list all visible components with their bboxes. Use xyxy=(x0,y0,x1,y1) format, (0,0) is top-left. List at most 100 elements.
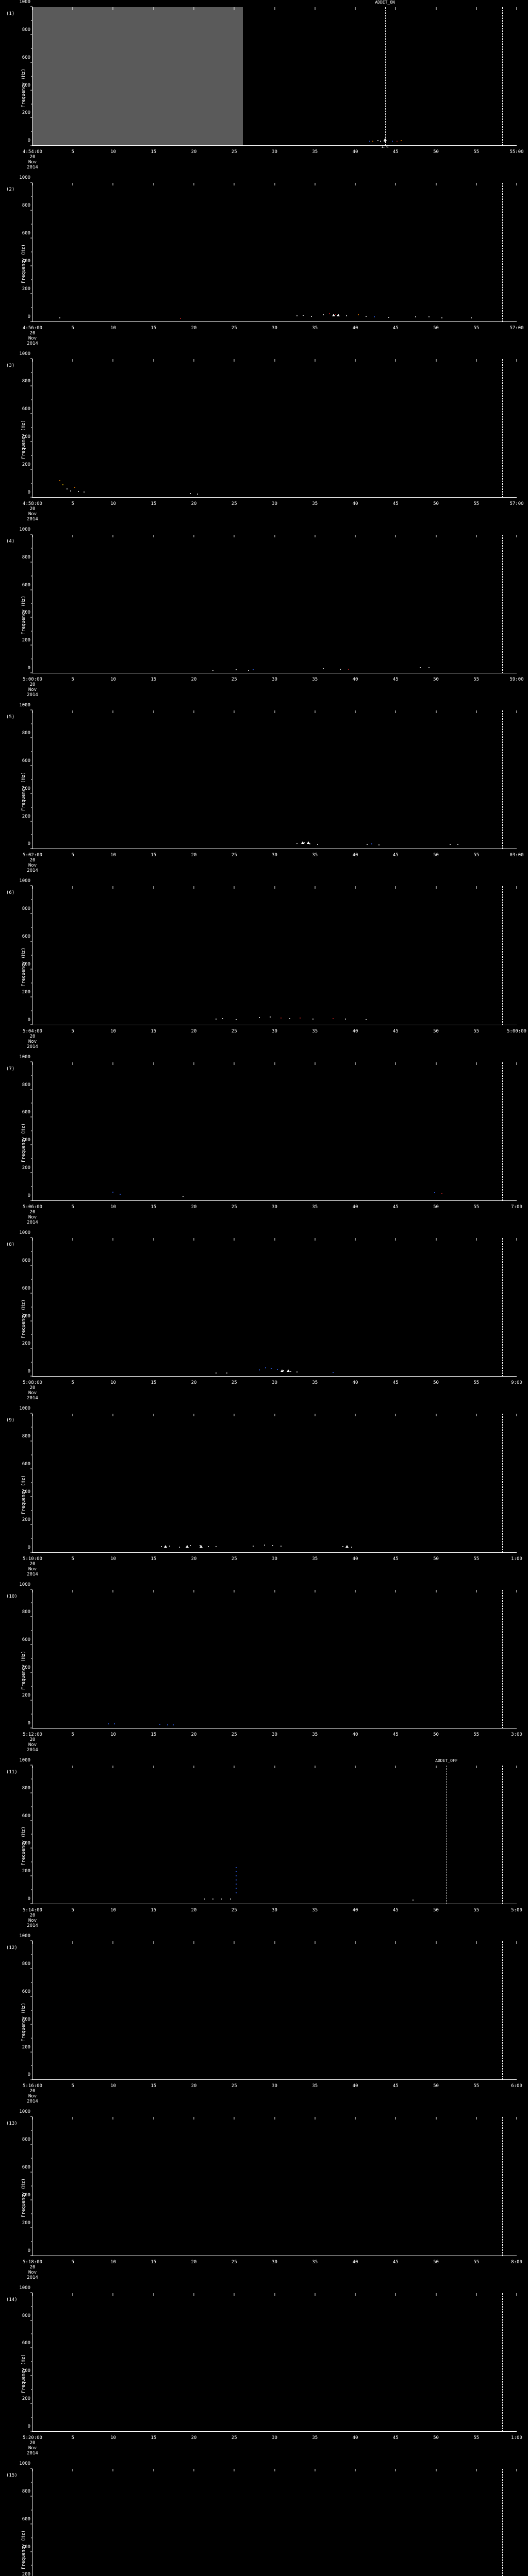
panel-8: (8) Frequency (Hz) 0 200 400 600 800 1000 5:08:0… xyxy=(0,1230,528,1406)
y-tick-mark xyxy=(30,2199,32,2200)
y-tick-mark xyxy=(30,1496,32,1497)
x-tick-mark xyxy=(193,7,194,10)
detection-point xyxy=(335,314,336,315)
date-stamp-line: Nov xyxy=(28,2094,37,2099)
y-tick-mark-minor xyxy=(31,20,32,21)
date-stamp-line: 20 xyxy=(29,1033,36,1039)
detection-point xyxy=(371,843,373,845)
detection-point xyxy=(434,1192,436,1194)
y-tick-label: 200 xyxy=(22,814,30,819)
x-tick-mark xyxy=(234,7,235,10)
plot-area: 0 200 400 600 800 1000 5:06:00 5 10 15 20 25 30 35 40 4… xyxy=(19,1055,522,1225)
x-tick-label: 5 xyxy=(71,501,74,506)
x-tick-mark xyxy=(32,7,33,10)
x-axis-line xyxy=(32,145,517,146)
detection-point xyxy=(388,317,390,318)
date-stamp-line: 2014 xyxy=(27,2450,38,2456)
y-tick-label: 800 xyxy=(22,1961,30,1967)
y-tick-label: 400 xyxy=(22,1138,30,1143)
date-stamp: 20 Nov 2014 xyxy=(27,2441,38,2456)
date-stamp-line: Nov xyxy=(28,1039,37,1044)
date-stamp: 20 Nov 2014 xyxy=(27,1385,38,1401)
y-tick-label: 800 xyxy=(22,1082,30,1088)
x-tick-label: 45 xyxy=(392,853,399,858)
y-tick-label: 800 xyxy=(22,1434,30,1439)
x-tick-label: 40 xyxy=(352,501,358,506)
x-tick-label: 5 xyxy=(71,149,74,155)
x-tick-label: 5 xyxy=(71,1732,74,1737)
x-tick-label: 45 xyxy=(392,1028,399,1034)
x-tick-label: 55 xyxy=(473,1732,480,1737)
x-tick-label: 55 xyxy=(473,853,480,858)
y-tick-label: 800 xyxy=(22,1785,30,1791)
panel-index-label: (3) xyxy=(6,363,15,368)
y-axis-label: Frequency (Hz) xyxy=(21,244,26,283)
y-tick-label: 200 xyxy=(22,989,30,995)
y-tick-label: 1000 xyxy=(19,1230,30,1235)
date-stamp-line: 20 xyxy=(29,1561,36,1567)
x-tick-mark xyxy=(153,1238,154,1241)
x-tick-mark xyxy=(32,1765,33,1768)
x-tick-mark xyxy=(153,359,154,362)
date-stamp-line: 2014 xyxy=(27,516,38,522)
y-tick-label: 1000 xyxy=(19,1934,30,1939)
x-tick-label: 15 xyxy=(151,1028,157,1034)
date-stamp-line: 20 xyxy=(29,858,36,863)
detection-point xyxy=(317,843,319,845)
x-tick-label: 50 xyxy=(433,853,439,858)
date-stamp-line: 20 xyxy=(29,1913,36,1919)
y-tick-label: 800 xyxy=(22,2313,30,2318)
x-tick-label: 35 xyxy=(312,501,318,506)
y-tick-mark xyxy=(30,145,32,146)
y-tick-label: 0 xyxy=(27,1720,30,1726)
detection-point xyxy=(236,1892,237,1893)
date-stamp-line: Nov xyxy=(28,2269,37,2275)
x-tick-label: 15 xyxy=(151,2083,157,2089)
y-tick-label: 600 xyxy=(22,2341,30,2346)
y-tick-mark-minor xyxy=(31,1778,32,1780)
date-stamp-line: 2014 xyxy=(27,1219,38,1225)
x-tick-label: 20 xyxy=(191,2259,197,2265)
date-stamp: 20 Nov 2014 xyxy=(27,506,38,522)
date-stamp-line: Nov xyxy=(28,1391,37,1396)
panel-index-label: (7) xyxy=(6,1066,15,1072)
y-tick-label: 400 xyxy=(22,258,30,264)
y-tick-mark-minor xyxy=(31,2565,32,2566)
x-tick-mark xyxy=(395,1062,396,1065)
detection-point xyxy=(70,490,72,492)
x-tick-label: 5 xyxy=(71,2083,74,2089)
x-tick-label: 35 xyxy=(312,853,318,858)
y-tick-mark xyxy=(30,182,32,183)
y-tick-label: 200 xyxy=(22,2572,30,2576)
x-tick-label: 35 xyxy=(312,1380,318,1386)
x-axis-line xyxy=(32,321,517,322)
detection-point xyxy=(412,1900,414,1901)
x-tick-mark xyxy=(32,886,33,889)
y-tick-mark-minor xyxy=(31,2158,32,2159)
y-tick-mark xyxy=(30,2255,32,2256)
detection-point xyxy=(215,1019,217,1020)
y-tick-label: 400 xyxy=(22,82,30,88)
y-tick-mark-minor xyxy=(31,1482,32,1483)
x-tick-mark xyxy=(32,2468,33,2471)
detection-point xyxy=(173,1724,174,1726)
x-tick-label: 15 xyxy=(151,1380,157,1386)
x-tick-label: 40 xyxy=(352,325,358,331)
date-stamp: 20 Nov 2014 xyxy=(27,1562,38,1577)
panel-index-label: (4) xyxy=(6,538,15,544)
event-marker-line xyxy=(502,2468,503,2576)
y-tick-label: 1000 xyxy=(19,1054,30,1060)
date-stamp-line: Nov xyxy=(28,1566,37,1572)
y-tick-mark-minor xyxy=(31,1103,32,1104)
x-tick-label: 25 xyxy=(231,149,237,155)
y-tick-mark xyxy=(30,1413,32,1414)
x-tick-label: 40 xyxy=(352,1380,358,1386)
date-stamp-line: Nov xyxy=(28,2445,37,2451)
y-axis-label: Frequency (Hz) xyxy=(21,2354,26,2394)
detection-point xyxy=(310,316,312,317)
y-tick-mark xyxy=(30,1061,32,1062)
date-stamp-line: 20 xyxy=(29,1737,36,1742)
y-tick-label: 200 xyxy=(22,110,30,116)
detection-point xyxy=(236,1888,237,1889)
